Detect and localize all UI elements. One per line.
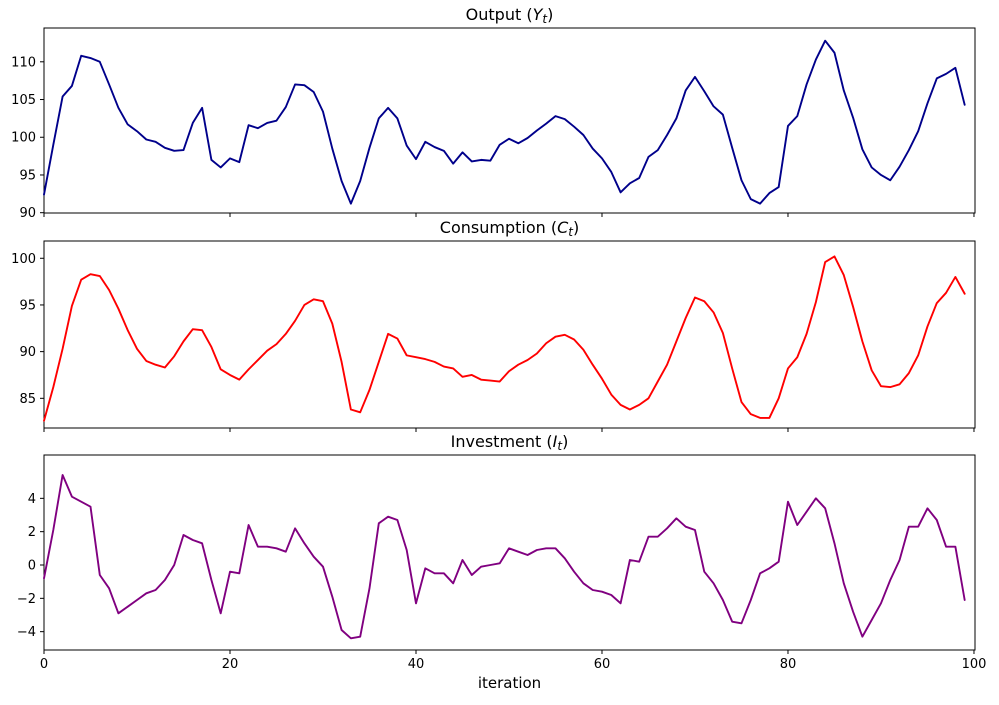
x-axis-label: iteration: [478, 674, 541, 692]
y-tick-label: 105: [11, 93, 36, 108]
series-line-consumption: [43, 255, 966, 422]
y-tick-label: −2: [17, 592, 36, 607]
y-tick-label: 110: [11, 55, 36, 70]
chart-title: Consumption (Ct): [440, 218, 579, 239]
series-line-output: [43, 39, 966, 205]
chart-title: Output (Yt): [466, 5, 554, 26]
y-tick-label: 90: [19, 345, 36, 360]
y-tick-label: 2: [28, 525, 36, 540]
axes-frame: [43, 240, 976, 429]
y-tick-label: −4: [17, 625, 36, 640]
x-tick-label: 0: [40, 657, 48, 672]
y-tick-label: 0: [28, 559, 36, 574]
chart-consumption: 85 90 95 100 Consumption (Ct): [11, 218, 976, 432]
x-tick-label: 20: [222, 657, 239, 672]
x-tick-label: 40: [408, 657, 425, 672]
y-tick-label: 85: [19, 392, 36, 407]
y-tick-label: 90: [19, 206, 36, 221]
x-tick-label: 100: [962, 657, 987, 672]
axes-frame: [43, 27, 976, 214]
axes-frame: [43, 454, 976, 651]
y-tick-label: 4: [28, 492, 36, 507]
x-tick-label: 80: [780, 657, 797, 672]
y-tick-label: 100: [11, 131, 36, 146]
chart-output: 90 95 100 105 110 Output (Yt): [11, 5, 976, 221]
x-tick-label: 60: [594, 657, 611, 672]
series-line-investment: [43, 474, 966, 640]
chart-title: Investment (It): [451, 432, 569, 453]
y-tick-label: 95: [19, 168, 36, 183]
y-tick-label: 100: [11, 252, 36, 267]
y-tick-label: 95: [19, 298, 36, 313]
